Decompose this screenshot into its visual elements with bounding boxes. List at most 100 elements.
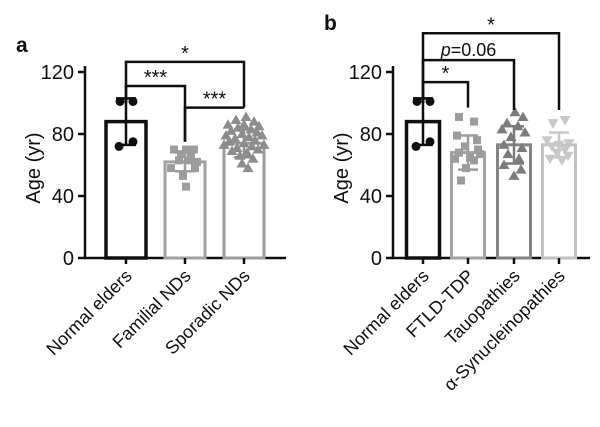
data-point-square <box>182 182 190 191</box>
data-point-square <box>455 148 463 157</box>
data-point-circle <box>128 137 138 147</box>
data-point-square <box>462 164 470 173</box>
data-point-triangle-up <box>238 119 250 129</box>
data-point-square <box>179 171 187 180</box>
data-point-square <box>461 142 469 151</box>
data-point-square <box>474 145 482 154</box>
significance-bracket <box>421 32 561 110</box>
data-point-triangle-up <box>501 117 513 128</box>
data-point-square <box>167 164 175 173</box>
significance-label-stars: * <box>442 63 450 85</box>
data-point-square <box>170 145 178 154</box>
panel-a-label: a <box>16 34 28 57</box>
data-point-square <box>190 145 198 154</box>
data-point-triangle-up <box>508 170 520 180</box>
y-axis-title: Age (yr) <box>23 132 45 203</box>
data-point-triangle-up <box>238 137 250 148</box>
data-point-triangle-up <box>517 111 529 121</box>
panel-b-label: b <box>324 12 337 35</box>
y-tick-label: 80 <box>52 124 74 146</box>
significance-bracket <box>124 60 246 108</box>
y-tick-label: 0 <box>63 248 74 270</box>
data-point-triangle-up <box>234 150 246 160</box>
data-point-triangle-up <box>247 153 259 163</box>
data-point-triangle-down <box>556 156 568 166</box>
data-point-square <box>457 176 465 185</box>
data-point-triangle-up <box>252 144 264 154</box>
data-point-circle <box>114 141 124 151</box>
y-axis-title: Age (yr) <box>331 132 353 203</box>
significance-bracket <box>183 106 244 142</box>
y-tick-label: 40 <box>360 186 382 208</box>
data-point-triangle-up <box>498 159 510 169</box>
data-point-square <box>191 164 199 173</box>
data-point-triangle-down <box>551 148 563 159</box>
data-point-triangle-up <box>230 114 242 125</box>
data-point-triangle-down <box>544 154 556 165</box>
y-tick-label: 120 <box>349 62 382 84</box>
data-point-triangle-down <box>559 116 571 126</box>
data-point-triangle-up <box>498 139 510 149</box>
data-point-square <box>451 154 459 163</box>
data-point-triangle-down <box>547 119 559 129</box>
data-point-triangle-up <box>512 120 524 131</box>
data-point-square <box>175 156 183 165</box>
data-point-circle <box>128 96 138 106</box>
data-point-square <box>453 131 461 140</box>
data-point-triangle-up <box>218 139 230 149</box>
data-point-triangle-up <box>240 111 252 121</box>
data-point-triangle-down <box>563 139 575 149</box>
significance-label-stars: * <box>487 14 495 36</box>
significance-label-stars: *** <box>144 67 168 89</box>
data-point-triangle-down <box>559 145 571 155</box>
y-tick-label: 80 <box>360 124 382 146</box>
data-point-triangle-down <box>546 142 558 152</box>
data-point-triangle-up <box>253 120 265 131</box>
data-point-circle <box>425 137 435 147</box>
data-point-triangle-up <box>236 128 248 138</box>
data-point-square <box>470 156 478 165</box>
significance-label-pvalue: p=0.06 <box>440 40 497 60</box>
data-point-square <box>455 112 463 121</box>
y-tick-label: 0 <box>371 248 382 270</box>
bar-sporadic-nds <box>222 141 266 260</box>
data-point-triangle-up <box>225 125 237 135</box>
data-point-square <box>185 156 193 165</box>
data-point-triangle-up <box>248 116 260 126</box>
data-point-triangle-up <box>242 162 254 173</box>
data-point-circle <box>412 96 422 106</box>
data-point-triangle-up <box>226 145 238 156</box>
data-point-triangle-up <box>258 139 270 149</box>
data-point-circle <box>115 96 125 106</box>
data-point-triangle-up <box>519 126 531 137</box>
data-point-triangle-up <box>516 142 528 152</box>
data-point-triangle-up <box>243 131 255 142</box>
data-point-triangle-up <box>505 131 517 142</box>
data-point-square <box>476 150 484 159</box>
data-point-triangle-up <box>513 153 525 163</box>
data-point-circle <box>411 141 421 151</box>
data-point-square <box>187 151 195 160</box>
data-point-square <box>470 117 478 126</box>
data-point-triangle-up <box>236 157 248 168</box>
data-point-circle <box>425 96 435 106</box>
y-tick-label: 40 <box>52 186 74 208</box>
y-tick-label: 120 <box>41 62 74 84</box>
data-point-triangle-down <box>541 136 553 146</box>
data-point-triangle-up <box>246 140 258 151</box>
bar--synucleinopathies <box>541 143 577 260</box>
data-point-triangle-up <box>509 106 521 117</box>
data-point-triangle-up <box>232 122 244 132</box>
data-point-square <box>182 145 190 154</box>
data-point-triangle-up <box>515 164 527 174</box>
data-point-square <box>193 157 201 166</box>
data-point-square <box>177 150 185 159</box>
data-point-square <box>473 136 481 145</box>
data-point-triangle-up <box>241 147 253 157</box>
data-point-triangle-down <box>562 151 574 162</box>
data-point-triangle-up <box>245 123 257 134</box>
data-point-triangle-up <box>256 130 268 140</box>
significance-label-stars: * <box>181 43 189 65</box>
